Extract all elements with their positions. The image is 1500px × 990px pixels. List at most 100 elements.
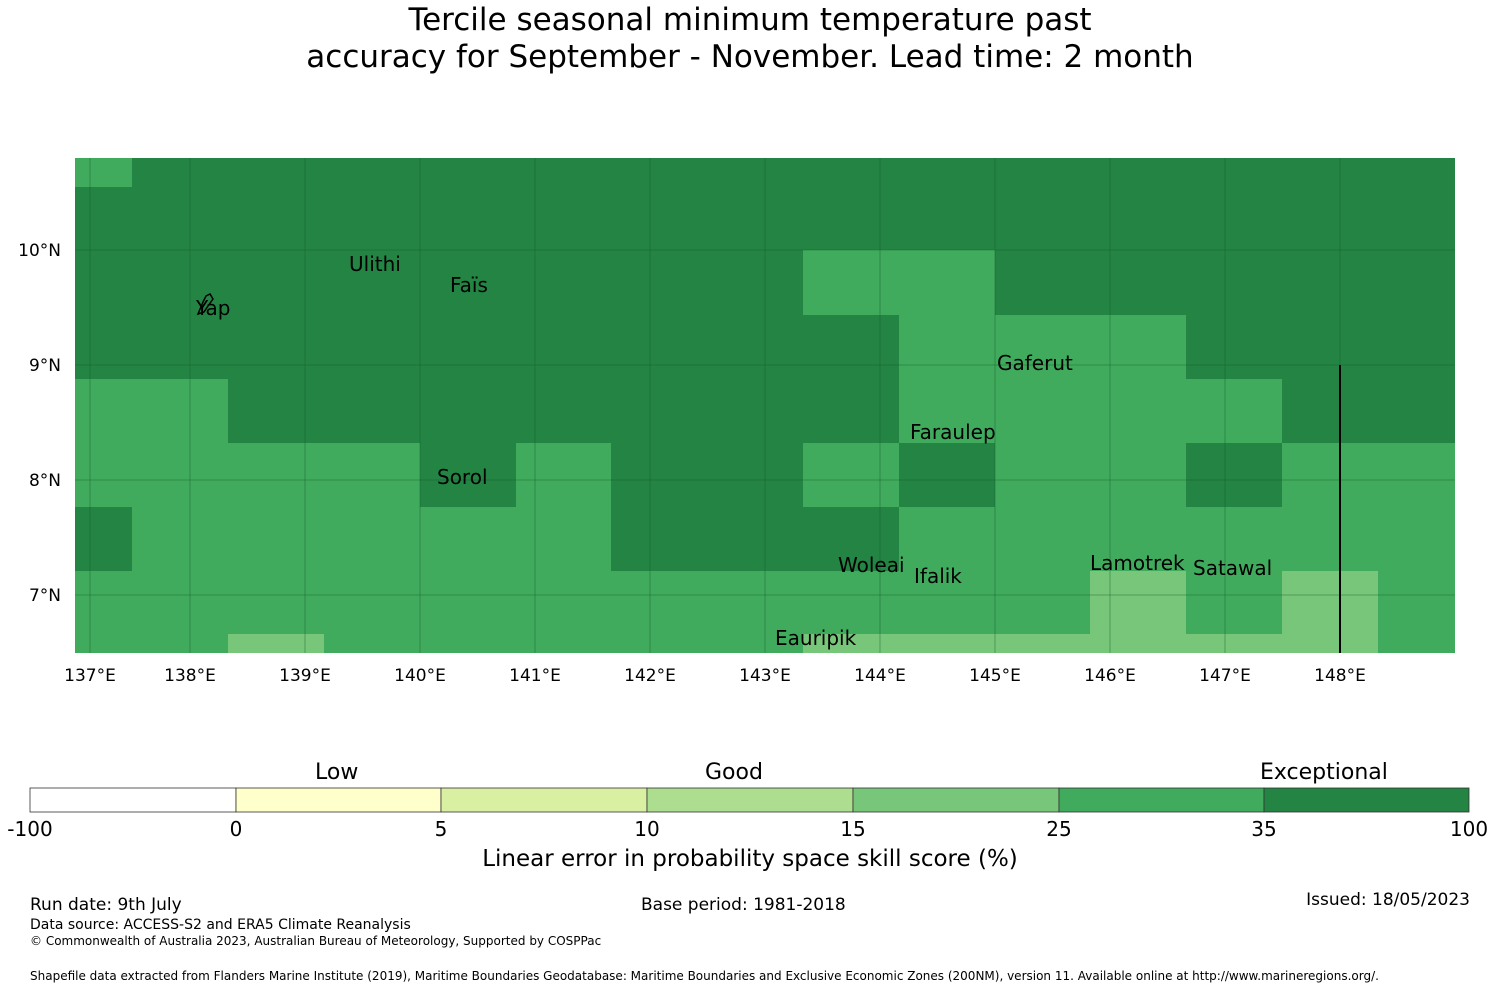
skill-cell <box>420 187 516 250</box>
skill-cell <box>1090 634 1186 653</box>
skill-cell <box>1378 379 1455 443</box>
skill-cell <box>324 571 420 634</box>
skill-cell <box>1186 315 1282 379</box>
skill-cell <box>420 443 516 507</box>
skill-cell <box>1282 158 1378 187</box>
skill-cell <box>516 315 611 379</box>
skill-cell <box>995 443 1090 507</box>
skill-cell <box>899 158 995 187</box>
map-title-line2: accuracy for September - November. Lead … <box>306 39 1194 75</box>
colorbar-segment <box>646 787 854 813</box>
skill-cell <box>1090 571 1186 634</box>
skill-cell <box>324 250 420 315</box>
skill-cell <box>228 379 324 443</box>
skill-cell <box>516 250 611 315</box>
skill-cell <box>707 443 803 507</box>
skill-cell <box>803 379 899 443</box>
longitude-tick-label: 144°E <box>854 666 906 686</box>
skill-cell <box>995 315 1090 379</box>
skill-cell <box>995 250 1090 315</box>
skill-cell <box>516 158 611 187</box>
island-label: Eauripik <box>775 626 857 650</box>
skill-cell <box>324 379 420 443</box>
skill-cell <box>1186 158 1282 187</box>
skill-cell <box>707 379 803 443</box>
skill-cell <box>1090 443 1186 507</box>
colorbar-segment <box>29 787 237 813</box>
skill-cell <box>1186 443 1282 507</box>
island-label: Faraulep <box>910 420 996 444</box>
skill-cell <box>516 379 611 443</box>
shapefile-credit: Shapefile data extracted from Flanders M… <box>30 969 1379 983</box>
skill-cell <box>324 315 420 379</box>
yap-island-shape <box>196 293 214 316</box>
skill-cell <box>1282 315 1378 379</box>
skill-cell <box>132 507 228 571</box>
colorbar-segments <box>29 787 1470 813</box>
skill-cell <box>995 507 1090 571</box>
skill-cell <box>132 315 228 379</box>
skill-cell <box>420 571 516 634</box>
skill-cell <box>132 634 228 653</box>
skill-cell <box>228 187 324 250</box>
skill-cell <box>516 507 611 571</box>
skill-cell <box>1378 315 1455 379</box>
skill-cell <box>75 571 132 634</box>
skill-cell <box>420 250 516 315</box>
skill-cell <box>75 158 132 187</box>
latitude-tick-label: 10°N <box>18 241 61 261</box>
skill-cell <box>803 315 899 379</box>
skill-cell <box>995 187 1090 250</box>
colorbar-tick: 35 <box>1251 817 1277 841</box>
longitude-tick-label: 146°E <box>1084 666 1136 686</box>
skill-cell <box>1378 443 1455 507</box>
latitude-tick-label: 9°N <box>29 356 61 376</box>
skill-cell <box>1282 187 1378 250</box>
colorbar-tick: 15 <box>840 817 866 841</box>
skill-cell <box>1282 571 1378 634</box>
colorbar-tick: 0 <box>229 817 243 841</box>
skill-cell <box>707 315 803 379</box>
skill-cell <box>1090 187 1186 250</box>
skill-cell <box>1282 379 1378 443</box>
skill-cell <box>228 507 324 571</box>
skill-cell <box>899 507 995 571</box>
skill-cell <box>1090 315 1186 379</box>
skill-cell <box>803 158 899 187</box>
skill-cell <box>1090 250 1186 315</box>
skill-cell <box>75 187 132 250</box>
colorbar-segment <box>1263 787 1470 813</box>
colorbar-segment <box>1058 787 1265 813</box>
skill-cell <box>899 634 995 653</box>
skill-cell <box>1090 379 1186 443</box>
skill-cell <box>803 250 899 315</box>
skill-cell <box>420 634 516 653</box>
data-source: Data source: ACCESS-S2 and ERA5 Climate … <box>30 917 411 933</box>
graticule: 137°E 138°E 139°E 140°E 141°E 142°E 143°E 144°E… <box>18 158 1455 686</box>
skill-grid <box>75 158 1455 653</box>
skill-cell <box>1186 250 1282 315</box>
skill-cell <box>516 187 611 250</box>
skill-cell <box>899 187 995 250</box>
skill-cell <box>324 158 420 187</box>
skill-cell <box>420 158 516 187</box>
longitude-tick-label: 147°E <box>1199 666 1251 686</box>
skill-cell <box>420 315 516 379</box>
skill-cell <box>1378 634 1455 653</box>
colorbar-segment <box>235 787 442 813</box>
skill-cell <box>1378 250 1455 315</box>
skill-cell <box>75 250 132 315</box>
skill-cell <box>75 315 132 379</box>
skill-cell <box>707 634 803 653</box>
colorbar-tick: 25 <box>1046 817 1072 841</box>
latitude-tick-label: 8°N <box>29 471 61 491</box>
skill-cell <box>324 443 420 507</box>
island-label: Ulithi <box>349 252 401 276</box>
skill-cell <box>228 571 324 634</box>
island-label: Satawal <box>1193 556 1272 580</box>
skill-cell <box>803 634 899 653</box>
skill-cell <box>707 571 803 634</box>
longitude-tick-label: 145°E <box>969 666 1021 686</box>
longitude-tick-label: 141°E <box>509 666 561 686</box>
skill-cell <box>516 634 611 653</box>
